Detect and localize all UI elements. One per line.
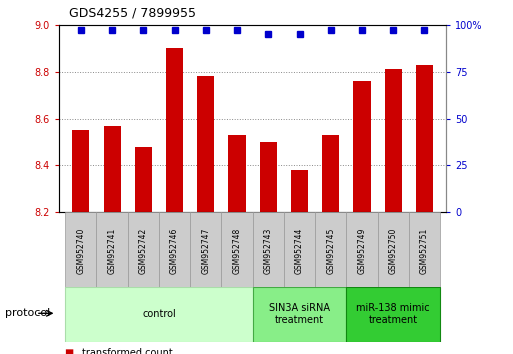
Bar [65,287,253,342]
Bar [228,135,246,212]
Bar [197,76,214,212]
Text: GSM952748: GSM952748 [232,227,242,274]
Text: GSM952740: GSM952740 [76,227,85,274]
Bar [322,135,339,212]
Bar [222,212,253,289]
Bar [190,212,222,289]
Text: protocol: protocol [5,308,50,318]
Text: GSM952741: GSM952741 [108,227,116,274]
Bar [291,170,308,212]
Bar [253,212,284,289]
Bar [315,212,346,289]
Text: GSM952749: GSM952749 [358,227,366,274]
Bar [346,287,440,342]
Bar [159,212,190,289]
Text: GSM952745: GSM952745 [326,227,335,274]
Text: GDS4255 / 7899955: GDS4255 / 7899955 [69,6,196,19]
Bar [284,212,315,289]
Bar [65,212,96,289]
Bar [346,212,378,289]
Bar [128,212,159,289]
Bar [166,48,183,212]
Bar [253,287,346,342]
Text: GSM952750: GSM952750 [389,227,398,274]
Bar [96,212,128,289]
Text: GSM952747: GSM952747 [201,227,210,274]
Bar [353,81,370,212]
Bar [385,69,402,212]
Bar [378,212,409,289]
Bar [104,126,121,212]
Text: ■: ■ [64,348,73,354]
Text: GSM952744: GSM952744 [295,227,304,274]
Text: GSM952751: GSM952751 [420,227,429,274]
Bar [72,130,89,212]
Bar [416,65,433,212]
Text: GSM952743: GSM952743 [264,227,273,274]
Text: SIN3A siRNA
treatment: SIN3A siRNA treatment [269,303,330,325]
Bar [135,147,152,212]
Text: GSM952746: GSM952746 [170,227,179,274]
Text: miR-138 mimic
treatment: miR-138 mimic treatment [357,303,430,325]
Bar [260,142,277,212]
Text: GSM952742: GSM952742 [139,227,148,274]
Bar [409,212,440,289]
Text: transformed count: transformed count [82,348,173,354]
Text: control: control [142,309,176,319]
